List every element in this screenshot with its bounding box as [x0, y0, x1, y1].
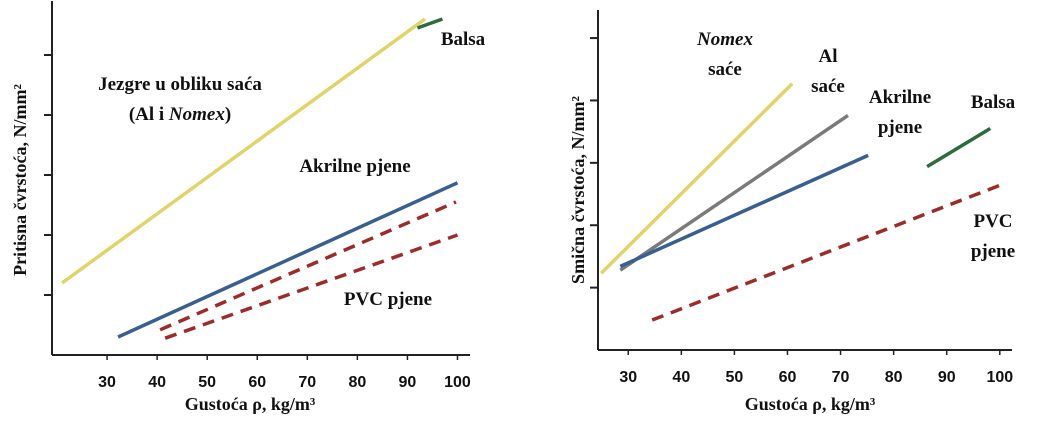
x-axis-label: Gustoća ρ, kg/m³	[185, 394, 316, 414]
annotation-part: saće	[708, 59, 742, 80]
annotation: pjene	[971, 241, 1015, 262]
annotation-part: Akrilne pjene	[299, 156, 410, 177]
annotation-part: PVC	[973, 211, 1012, 232]
x-tick-label: 70	[832, 369, 850, 386]
annotation: Jezgre u obliku saća	[98, 74, 262, 95]
series-line	[599, 82, 794, 275]
annotation-part: Balsa	[971, 92, 1016, 113]
annotation-part: (Al i	[129, 104, 169, 125]
x-tick-label: 70	[298, 374, 316, 391]
x-tick-label: 30	[619, 369, 637, 386]
x-tick-label: 90	[399, 374, 417, 391]
x-tick-label: 30	[98, 374, 116, 391]
annotation-part: Al	[819, 46, 838, 67]
y-axis-label: Pritisna čvrstoća, N/mm²	[10, 84, 30, 276]
annotation-part: Nomex	[168, 104, 225, 125]
annotation: (Al i Nomex)	[129, 104, 231, 125]
x-tick-label: 50	[198, 374, 216, 391]
annotation: saće	[811, 76, 845, 97]
annotation: Nomex	[696, 29, 753, 50]
x-tick-label: 60	[779, 369, 797, 386]
annotation: Balsa	[971, 92, 1016, 113]
x-tick-label: 90	[938, 369, 956, 386]
x-tick-label: 100	[986, 369, 1013, 386]
annotation: PVC pjene	[344, 289, 432, 310]
annotation-part: pjene	[878, 117, 922, 138]
series-line	[619, 153, 869, 269]
annotation-part: Nomex	[696, 29, 753, 50]
annotation-part: saće	[811, 76, 845, 97]
annotation: pjene	[878, 117, 922, 138]
x-tick-label: 40	[672, 369, 690, 386]
annotation: saće	[708, 59, 742, 80]
annotation: PVC	[973, 211, 1012, 232]
series-line	[164, 233, 459, 340]
series-line	[416, 17, 444, 30]
x-tick-label: 80	[348, 374, 366, 391]
series-line	[117, 181, 459, 339]
x-axis-label: Gustoća ρ, kg/m³	[745, 394, 876, 414]
annotation-part: )	[225, 104, 231, 125]
x-tick-label: 80	[885, 369, 903, 386]
x-tick-label: 100	[444, 374, 471, 391]
x-tick-label: 40	[148, 374, 166, 391]
annotation: Akrilne pjene	[299, 156, 410, 177]
series-line	[159, 200, 457, 332]
x-tick-label: 60	[248, 374, 266, 391]
series-line	[926, 127, 992, 169]
annotation-part: pjene	[971, 241, 1015, 262]
annotation-part: PVC pjene	[344, 289, 432, 310]
annotation-part: Jezgre u obliku saća	[98, 74, 262, 95]
series-line	[60, 17, 426, 285]
series-line	[619, 113, 849, 272]
x-tick-label: 50	[726, 369, 744, 386]
y-axis-label: Smična čvrstoća, N/mm²	[568, 96, 588, 284]
annotation-part: Akrilne	[869, 87, 931, 108]
series-line	[651, 183, 1001, 322]
annotation: Balsa	[441, 29, 486, 50]
annotation: Al	[819, 46, 838, 67]
annotation: Akrilne	[869, 87, 931, 108]
annotation-part: Balsa	[441, 29, 486, 50]
